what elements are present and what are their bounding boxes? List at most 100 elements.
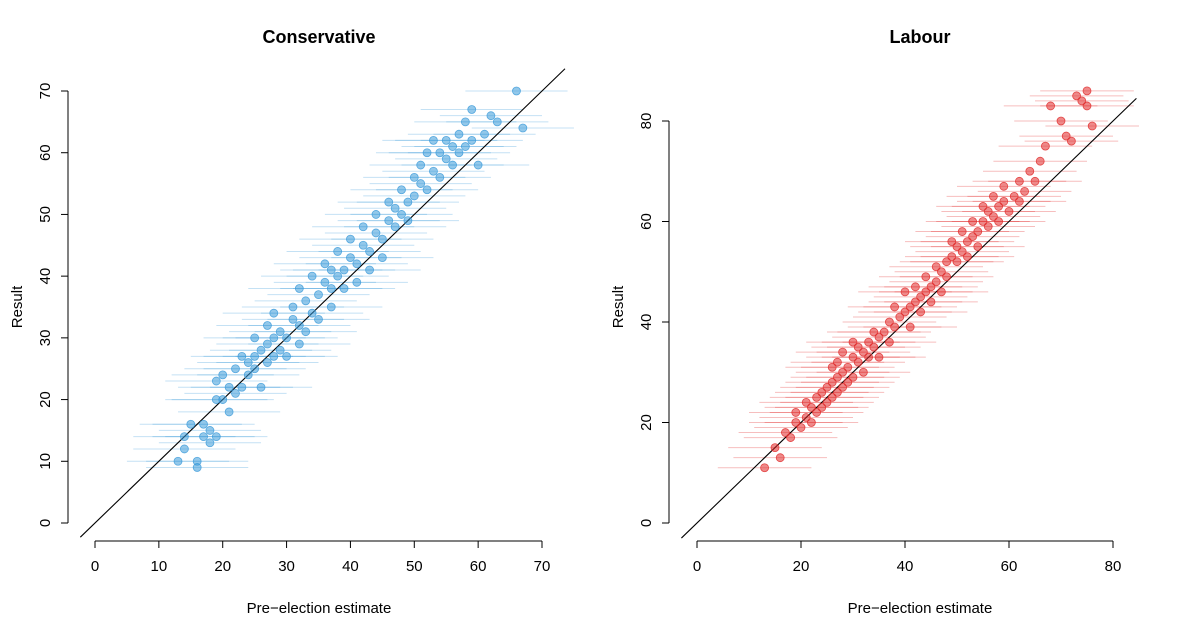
- labour-data-point: [890, 302, 899, 312]
- labour-data-point: [1009, 191, 1019, 201]
- labour-data-point: [1015, 176, 1024, 186]
- conservative-data-point: [186, 419, 196, 429]
- conservative-data-point: [211, 432, 221, 442]
- labour-data-point: [905, 322, 915, 332]
- labour-data-point: [895, 312, 905, 322]
- conservative-data-point: [314, 314, 323, 324]
- conservative-data-point: [441, 135, 451, 145]
- labour-data-point: [937, 267, 946, 277]
- labour-data-point: [869, 342, 879, 352]
- conservative-data-point: [377, 234, 387, 244]
- labour-data-point: [864, 337, 873, 347]
- labour-data-point: [1015, 196, 1024, 206]
- conservative-data-point: [416, 179, 426, 188]
- conservative-data-point: [326, 284, 336, 293]
- conservative-title: Conservative: [262, 27, 375, 47]
- conservative-data-point: [218, 395, 228, 404]
- conservative-data-point: [307, 308, 317, 318]
- conservative-y-tick-label: 70: [37, 83, 54, 100]
- labour-data-point: [885, 337, 894, 347]
- conservative-data-point: [314, 290, 323, 300]
- conservative-data-point: [422, 185, 432, 195]
- labour-data-point: [916, 292, 925, 302]
- conservative-data-point: [416, 160, 426, 170]
- labour-data-point: [801, 413, 811, 422]
- conservative-data-point: [231, 388, 240, 398]
- conservative-data-point: [294, 284, 304, 293]
- labour-data-point: [1025, 166, 1035, 176]
- labour-x-tick-label: 20: [793, 558, 810, 575]
- conservative-data-point: [403, 216, 413, 226]
- conservative-x-tick-label: 10: [151, 558, 168, 575]
- labour-x-tick-label: 80: [1105, 558, 1122, 575]
- labour-data-point: [879, 327, 889, 337]
- labour-data-point: [1056, 116, 1066, 126]
- conservative-data-point: [409, 172, 419, 182]
- conservative-points: [173, 86, 528, 472]
- labour-data-point: [994, 202, 1003, 211]
- conservative-data-point: [365, 265, 374, 275]
- conservative-data-point: [460, 142, 470, 151]
- labour-data-point: [931, 277, 941, 287]
- conservative-x-tick-label: 20: [214, 558, 231, 575]
- labour-panel: Labour Pre−election estimate Result 0 20 4…: [610, 27, 1139, 617]
- conservative-data-point: [250, 364, 260, 374]
- labour-data-point: [1072, 91, 1081, 101]
- conservative-data-point: [467, 135, 477, 145]
- labour-data-point: [1082, 101, 1092, 111]
- labour-data-point: [942, 257, 951, 267]
- labour-data-point: [994, 217, 1003, 226]
- labour-data-point: [843, 362, 853, 372]
- conservative-data-point: [237, 382, 247, 392]
- conservative-data-point: [326, 302, 336, 312]
- conservative-y-axis-label: Result: [9, 285, 26, 328]
- labour-data-point: [786, 433, 795, 442]
- conservative-data-point: [173, 456, 183, 466]
- conservative-x-tick-label: 50: [406, 558, 423, 575]
- labour-data-point: [843, 377, 853, 387]
- conservative-data-point: [352, 277, 362, 287]
- labour-data-point: [838, 382, 847, 392]
- labour-data-point: [952, 257, 962, 267]
- conservative-data-point: [237, 351, 247, 361]
- labour-data-point: [937, 287, 946, 297]
- conservative-data-point: [263, 321, 272, 330]
- conservative-data-point: [199, 432, 208, 442]
- conservative-y-tick-label: 10: [37, 453, 54, 470]
- labour-data-point: [926, 282, 936, 292]
- conservative-data-point: [326, 265, 336, 275]
- labour-data-point: [1077, 96, 1087, 106]
- conservative-data-point: [492, 117, 502, 127]
- labour-data-point: [973, 242, 983, 252]
- labour-data-point: [1030, 176, 1040, 186]
- conservative-data-point: [390, 222, 400, 232]
- labour-data-point: [848, 352, 858, 362]
- conservative-data-point: [294, 321, 304, 330]
- labour-x-tick-label: 60: [1001, 558, 1018, 575]
- labour-y-tick-label: 20: [638, 414, 655, 431]
- conservative-y-tick-label: 20: [37, 391, 54, 408]
- conservative-reference-line: [79, 68, 566, 538]
- labour-data-point: [827, 377, 837, 387]
- conservative-x-axis-label: Pre−election estimate: [247, 600, 392, 617]
- conservative-y-tick-label: 0: [37, 519, 54, 527]
- labour-data-point: [978, 217, 988, 226]
- conservative-data-point: [384, 216, 394, 226]
- conservative-data-point: [473, 160, 483, 170]
- conservative-data-point: [346, 234, 355, 244]
- conservative-data-point: [269, 308, 279, 318]
- labour-x-tick-label: 40: [897, 558, 914, 575]
- labour-data-point: [812, 392, 821, 402]
- labour-data-point: [833, 387, 842, 397]
- labour-x-axis-label: Pre−election estimate: [848, 600, 993, 617]
- labour-data-point: [900, 287, 910, 297]
- labour-data-point: [796, 423, 806, 432]
- labour-data-point: [791, 418, 801, 427]
- labour-data-point: [963, 237, 972, 247]
- conservative-data-point: [358, 222, 368, 232]
- labour-x-tick-label: 0: [693, 558, 701, 575]
- conservative-data-point: [250, 351, 260, 361]
- labour-data-point: [848, 337, 858, 347]
- labour-data-point: [983, 207, 993, 216]
- labour-data-point: [781, 428, 790, 437]
